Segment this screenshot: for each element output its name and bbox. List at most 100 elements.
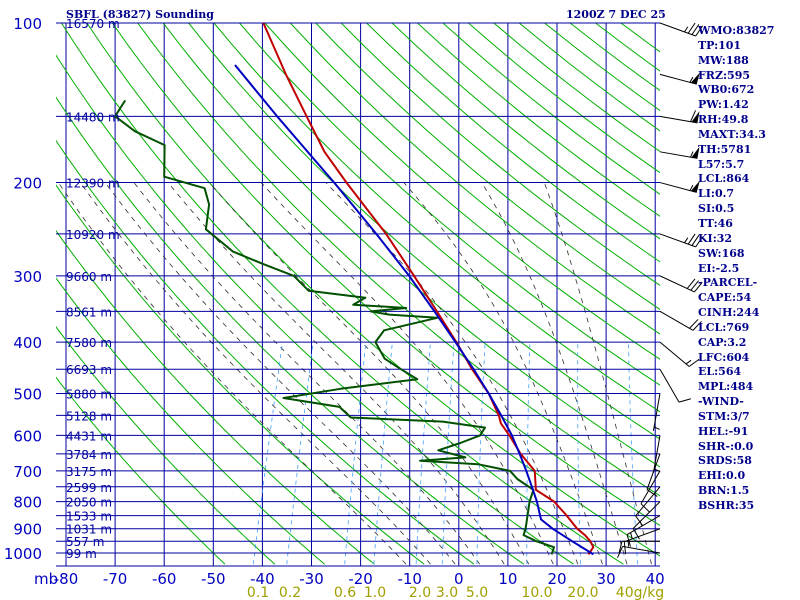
pressure-tick-label: 900 [13, 521, 42, 539]
barb-flag [694, 282, 703, 293]
dry-adiabat [137, 23, 660, 497]
dry-adiabat [56, 326, 276, 565]
parcel-trace [234, 64, 594, 556]
mixing-ratio-label: 3.0 [436, 585, 458, 600]
dry-adiabat [340, 23, 660, 286]
height-label: 10920 m [66, 228, 120, 242]
height-label: 99 m [66, 547, 97, 561]
dry-adiabat [56, 54, 574, 565]
barb-half-flag [689, 184, 694, 191]
mixing-ratio-label: 0.6 [334, 585, 356, 600]
dry-adiabat [56, 229, 375, 565]
wind-barb [652, 393, 661, 431]
barb-staff [640, 470, 661, 505]
barb-half-flag [630, 532, 633, 539]
index-item: BRN:1.5 [698, 484, 750, 498]
dry-adiabat [60, 23, 624, 565]
wind-barb [626, 515, 661, 547]
barb-flag [695, 25, 704, 37]
station-title: SBFL (83827) Sounding [66, 8, 214, 21]
temperature-tick-label: -40 [250, 570, 275, 588]
wind-barb [659, 233, 704, 248]
barb-flag [695, 236, 704, 248]
mixing-ratio-label: 0.2 [279, 585, 301, 600]
barb-staff [652, 435, 661, 473]
mixing-ratio-label: 2.0 [409, 585, 431, 600]
mixing-ratio-label: 1.0 [364, 585, 386, 600]
wind-barb [652, 435, 661, 473]
barb-staff [659, 151, 698, 159]
height-label: 6693 m [66, 363, 112, 377]
index-item: L57:5.7 [698, 157, 745, 171]
barb-pennant [690, 180, 700, 193]
index-item: CAP:3.2 [698, 335, 747, 349]
index-item: HEL:-91 [698, 424, 749, 438]
barb-flag [690, 110, 697, 122]
dry-adiabat [239, 23, 660, 386]
barb-flag [678, 398, 692, 403]
pressure-unit-label: mb [34, 570, 58, 588]
moist-adiabat [481, 182, 628, 565]
moist-adiabat [58, 182, 407, 565]
barb-staff [659, 182, 697, 193]
mixing-ratio-line [476, 342, 486, 565]
moist-adiabat [403, 182, 603, 565]
height-label: 1031 m [66, 523, 112, 537]
index-item: -PARCEL- [698, 276, 758, 290]
sounding-traces [114, 23, 595, 556]
index-item: SI:0.5 [698, 202, 735, 216]
index-item: EL:564 [698, 365, 742, 379]
barb-staff [624, 528, 661, 543]
barb-flag [691, 235, 700, 246]
temperature-tick-label: -60 [152, 570, 177, 588]
index-item: EI:-2.5 [698, 261, 740, 275]
mixing-ratio-line [344, 342, 367, 565]
barb-flag [692, 321, 702, 331]
barb-half-flag [653, 426, 660, 430]
temperature-tick-label: 0 [454, 570, 464, 588]
wind-barb [640, 470, 661, 513]
wind-barb [659, 22, 704, 37]
index-item: LI:0.7 [698, 187, 735, 201]
barb-staff [659, 115, 698, 124]
dry-adiabat [162, 23, 660, 468]
barb-pennant [691, 146, 700, 159]
isobar-lines [56, 22, 660, 567]
barb-flag [691, 24, 700, 35]
mixing-ratio-label: 20.0 [567, 585, 598, 600]
pressure-tick-label: 400 [13, 334, 42, 352]
wind-barb [617, 545, 661, 558]
barb-staff [632, 501, 661, 529]
barb-flag [687, 22, 696, 34]
height-label: 9660 m [66, 270, 112, 284]
temperature-tick-label: -10 [397, 570, 422, 588]
barb-flag [686, 278, 696, 289]
pressure-tick-label: 100 [13, 15, 42, 33]
mixing-ratio-label: 10.0 [521, 585, 552, 600]
pressure-tick-label: 300 [13, 268, 42, 286]
moist-adiabat [133, 182, 481, 565]
mixing-ratio-line [441, 342, 455, 565]
mixing-ratio-line [415, 342, 431, 565]
index-item: STM:3/7 [698, 409, 750, 423]
dry-adiabat [366, 23, 660, 263]
index-item: SHR-:0.0 [698, 439, 754, 453]
dry-adiabat [264, 23, 660, 360]
mixing-ratio-line [252, 342, 283, 565]
moist-adiabat [80, 182, 431, 565]
barb-staff [659, 368, 680, 403]
index-item: LCL:864 [698, 172, 750, 186]
dry-adiabat [188, 23, 660, 440]
barb-half-flag [684, 237, 689, 244]
barb-staff [659, 233, 696, 248]
mixing-ratio-line [628, 342, 638, 565]
dry-adiabat [289, 23, 660, 335]
stability-indices-panel: WMO:83827 TP:101 MW:188 FRZ:595 WB0:672 PW:1.… [698, 24, 774, 514]
temperature-tick-label: 20 [547, 570, 566, 588]
barb-half-flag [627, 540, 630, 547]
dry-adiabat [56, 184, 425, 565]
dry-adiabat [56, 376, 226, 565]
barb-flag [687, 233, 696, 245]
dewpoint-trace [114, 99, 555, 555]
barb-flag [623, 541, 627, 555]
